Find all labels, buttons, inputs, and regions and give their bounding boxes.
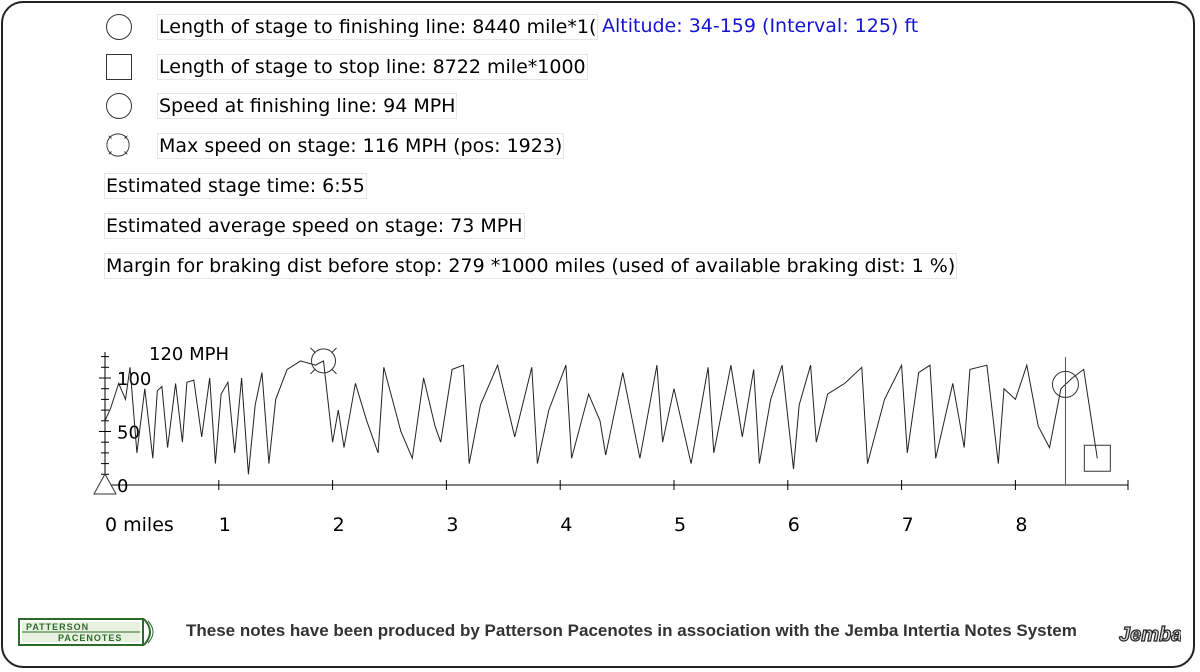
x-tick-label: 8 bbox=[1015, 514, 1027, 536]
stop-length-label: Length of stage to stop line: 8722 mile*… bbox=[157, 54, 588, 80]
stage-time-label: Estimated stage time: 6:55 bbox=[104, 173, 367, 199]
braking-margin-label: Margin for braking dist before stop: 279… bbox=[104, 253, 958, 279]
max-speed-marker-mark bbox=[331, 347, 337, 354]
x-tick-label: 6 bbox=[788, 514, 800, 536]
finish-speed-label: Speed at finishing line: 94 MPH bbox=[157, 93, 458, 119]
x-tick-label: 4 bbox=[560, 514, 572, 536]
avg-speed-label: Estimated average speed on stage: 73 MPH bbox=[104, 213, 525, 239]
x-tick-label: 3 bbox=[446, 514, 458, 536]
max-speed-crossed-circle-icon bbox=[105, 132, 131, 158]
svg-text:PACENOTES: PACENOTES bbox=[58, 633, 122, 643]
max-speed-marker-icon bbox=[310, 348, 336, 374]
max-speed-marker-mark bbox=[310, 368, 316, 375]
speed-series-line bbox=[104, 360, 1098, 475]
stop-square-icon bbox=[106, 54, 132, 80]
y-max-label: 120 MPH bbox=[149, 344, 229, 365]
max-speed-marker-mark bbox=[310, 347, 316, 354]
patterson-pacenotes-logo: PATTERSON PACENOTES bbox=[18, 618, 154, 646]
x-tick-label: 2 bbox=[333, 514, 345, 536]
y-tick-label: 50 bbox=[117, 423, 140, 444]
svg-text:Jemba: Jemba bbox=[1119, 624, 1181, 646]
x-tick-label: 0 miles bbox=[105, 514, 174, 536]
speed-profile-chart: 0 50 100 120 MPH 0 miles 1 2 3 4 5 6 7 8 bbox=[93, 344, 1129, 536]
x-tick-label: 5 bbox=[674, 514, 686, 536]
svg-text:PATTERSON: PATTERSON bbox=[26, 622, 89, 632]
y-tick-label: 100 bbox=[117, 369, 151, 390]
finish-speed-marker-icon bbox=[1051, 370, 1079, 398]
footer-credit: These notes have been produced by Patter… bbox=[186, 621, 1077, 640]
stop-marker-icon bbox=[1083, 444, 1111, 472]
finish-length-label: Length of stage to finishing line: 8440 … bbox=[157, 14, 599, 40]
x-tick-label: 7 bbox=[902, 514, 914, 536]
start-triangle-icon bbox=[93, 472, 117, 495]
max-speed-marker-mark bbox=[331, 368, 337, 375]
x-tick-label: 1 bbox=[219, 514, 231, 536]
y-tick-label: 0 bbox=[117, 476, 128, 497]
finish-circle-icon bbox=[106, 14, 132, 40]
altitude-label: Altitude: 34-159 (Interval: 125) ft bbox=[602, 15, 919, 37]
max-speed-label: Max speed on stage: 116 MPH (pos: 1923) bbox=[157, 133, 565, 159]
jemba-logo: Jemba bbox=[1118, 623, 1181, 646]
finish-speed-circle-icon bbox=[106, 93, 132, 119]
